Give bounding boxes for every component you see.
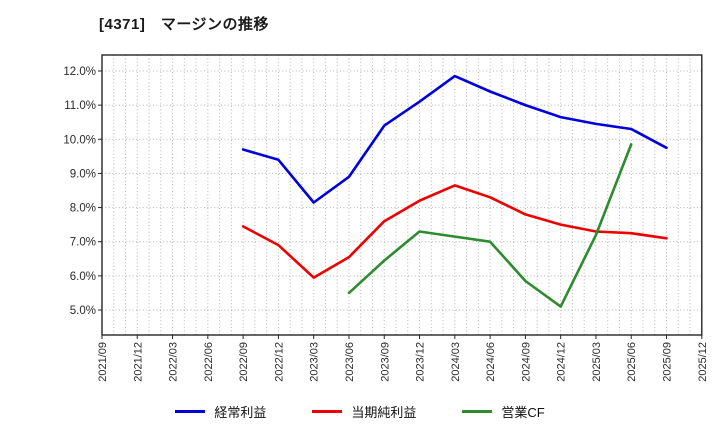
x-tick-label: 2024/12 bbox=[556, 342, 568, 382]
x-tick-label: 2024/06 bbox=[485, 342, 497, 382]
line-chart-plot: 12.0% 11.0% 10.0% 9.0% 8.0% 7.0% 6.0% 5.0% 2021/… bbox=[63, 54, 709, 382]
x-tick-label: 2024/09 bbox=[520, 342, 532, 382]
y-tick-label: 9.0% bbox=[70, 168, 96, 180]
legend-label-2: 営業CF bbox=[501, 405, 545, 420]
y-tick-label: 6.0% bbox=[70, 271, 96, 283]
y-tick-label: 8.0% bbox=[70, 203, 96, 215]
y-tick-label: 10.0% bbox=[63, 134, 96, 146]
x-tick-label: 2022/06 bbox=[203, 342, 215, 382]
x-tick-label: 2023/06 bbox=[344, 342, 356, 382]
x-tick-label: 2023/09 bbox=[379, 342, 391, 382]
legend-label-1: 当期純利益 bbox=[351, 405, 417, 420]
x-tick-label: 2021/09 bbox=[97, 342, 109, 382]
legend-swatch-1 bbox=[312, 410, 343, 413]
x-tick-label: 2024/03 bbox=[450, 342, 462, 382]
x-tick-label: 2022/09 bbox=[238, 342, 250, 382]
legend-item-0: 経常利益 bbox=[175, 402, 266, 421]
x-tick-label: 2025/12 bbox=[697, 342, 709, 382]
series-line-1 bbox=[241, 184, 668, 279]
x-tick-label: 2022/12 bbox=[273, 342, 285, 382]
legend-item-2: 営業CF bbox=[462, 402, 545, 421]
y-tick-label: 11.0% bbox=[64, 100, 96, 112]
series-line-0 bbox=[241, 74, 668, 204]
x-tick-label: 2025/09 bbox=[662, 342, 674, 382]
chart-legend: 経常利益 当期純利益 営業CF bbox=[0, 402, 720, 421]
y-tick-label: 5.0% bbox=[70, 305, 96, 317]
chart-title: [4371] マージンの推移 bbox=[99, 16, 270, 33]
legend-item-1: 当期純利益 bbox=[312, 402, 416, 421]
plot-border bbox=[101, 54, 703, 336]
x-tick-label: 2025/06 bbox=[626, 342, 638, 382]
legend-swatch-2 bbox=[462, 410, 493, 413]
x-tick-label: 2022/03 bbox=[168, 342, 180, 382]
x-tick-label: 2023/03 bbox=[309, 342, 321, 382]
x-tick-label: 2021/12 bbox=[132, 342, 144, 382]
legend-swatch-0 bbox=[175, 410, 206, 413]
series-line-2 bbox=[347, 143, 633, 308]
x-tick-label: 2025/03 bbox=[591, 342, 603, 382]
x-tick-label: 2023/12 bbox=[415, 342, 427, 382]
y-tick-label: 12.0% bbox=[63, 66, 96, 78]
legend-label-0: 経常利益 bbox=[214, 405, 267, 420]
y-tick-label: 7.0% bbox=[70, 237, 96, 249]
